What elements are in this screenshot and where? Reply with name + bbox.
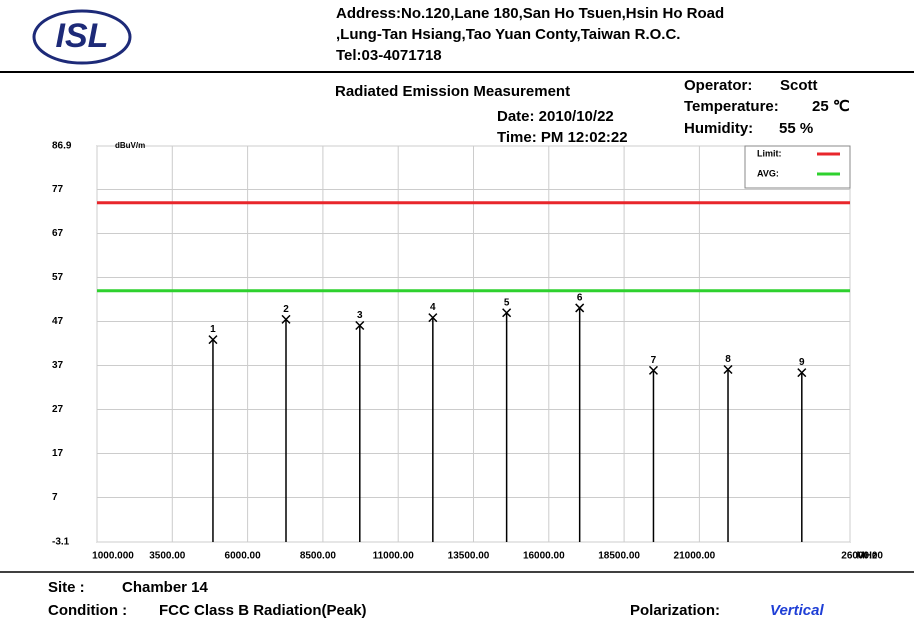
- point-label: 6: [577, 293, 583, 304]
- operator-label: Operator:: [684, 77, 752, 94]
- y-unit: dBuV/m: [115, 141, 145, 150]
- marker: [797, 368, 807, 378]
- marker: [723, 364, 733, 375]
- x-tick-label: 6000.00: [225, 551, 262, 562]
- y-tick-label: 17: [52, 448, 64, 459]
- temperature: 25 ℃: [812, 98, 850, 115]
- point-label: 8: [725, 354, 731, 365]
- legend-label: Limit:: [757, 148, 782, 158]
- x-tick-label: 26000.00: [841, 551, 883, 562]
- humidity: 55 %: [779, 120, 813, 137]
- point-label: 4: [430, 302, 436, 313]
- point-label: 5: [504, 297, 510, 308]
- y-tick-label: 86.9: [52, 141, 72, 152]
- point-label: 9: [799, 357, 805, 368]
- legend-label: AVG:: [757, 168, 779, 178]
- chart-title: Radiated Emission Measurement: [335, 83, 570, 100]
- marker: [502, 308, 512, 318]
- x-tick-label: 13500.00: [448, 551, 490, 562]
- marker: [208, 335, 218, 345]
- site: Chamber 14: [122, 579, 209, 596]
- humidity-label: Humidity:: [684, 120, 753, 137]
- x-tick-label: 11000.00: [373, 551, 415, 562]
- point-label: 7: [651, 355, 657, 366]
- x-tick-label: 8500.00: [300, 551, 337, 562]
- y-tick-label: 7: [52, 492, 58, 503]
- condition-label: Condition :: [48, 602, 127, 619]
- address-line: Address:No.120,Lane 180,San Ho Tsuen,Hsi…: [336, 5, 724, 22]
- y-tick-label: 57: [52, 272, 64, 283]
- polarization: Vertical: [770, 602, 824, 619]
- marker: [648, 365, 658, 375]
- point-label: 2: [283, 304, 289, 315]
- marker: [575, 303, 585, 313]
- x-tick-label: 21000.00: [674, 551, 716, 562]
- y-tick-label: 27: [52, 404, 64, 415]
- y-tick-label: 77: [52, 184, 64, 195]
- marker: [355, 320, 365, 331]
- logo-ring: [32, 9, 132, 65]
- x-tick-label: 1000.000: [92, 551, 134, 562]
- time: Time: PM 12:02:22: [497, 129, 628, 146]
- marker: [281, 314, 291, 324]
- condition: FCC Class B Radiation(Peak): [159, 602, 367, 619]
- x-tick-label: 18500.00: [598, 551, 640, 562]
- x-tick-label: 3500.00: [149, 551, 186, 562]
- y-tick-label: 67: [52, 228, 64, 239]
- temperature-label: Temperature:: [684, 98, 779, 115]
- x-tick-label: 16000.00: [523, 551, 565, 562]
- y-tick-label: 37: [52, 360, 64, 371]
- x-unit: MHz: [856, 551, 877, 562]
- y-tick-label: -3.1: [52, 537, 70, 548]
- address-line: ,Lung-Tan Hsiang,Tao Yuan Conty,Taiwan R…: [336, 26, 680, 43]
- date: Date: 2010/10/22: [497, 108, 614, 125]
- point-label: 3: [357, 310, 363, 321]
- logo: ISL: [56, 17, 109, 55]
- address-line: Tel:03-4071718: [336, 47, 442, 64]
- marker: [428, 313, 438, 323]
- operator: Scott: [780, 77, 818, 94]
- polarization-label: Polarization:: [630, 602, 720, 619]
- y-tick-label: 47: [52, 316, 64, 327]
- site-label: Site :: [48, 579, 85, 596]
- point-label: 1: [210, 324, 216, 335]
